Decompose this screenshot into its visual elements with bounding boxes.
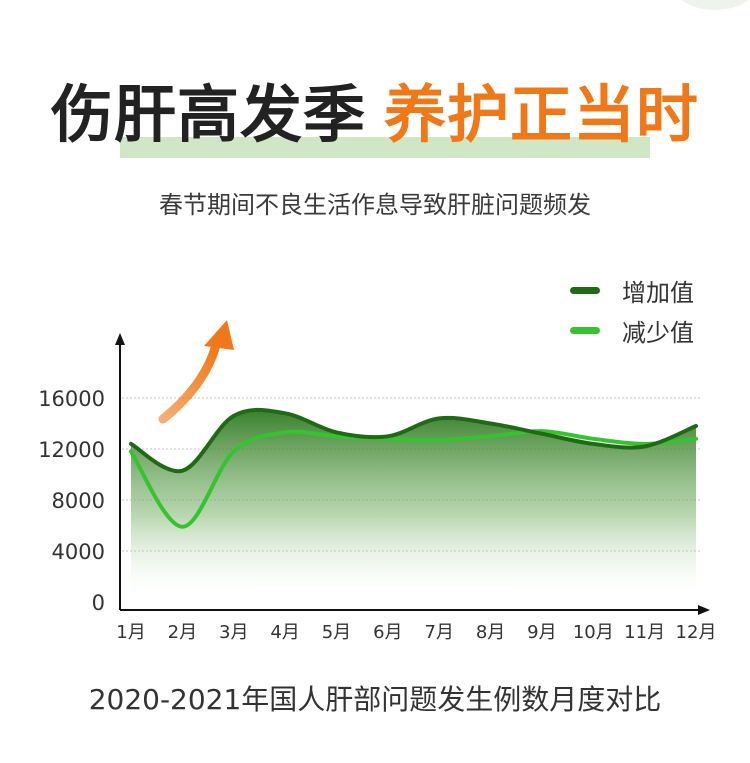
- corner-decoration: [670, 0, 750, 10]
- y-tick-label-4: 0: [92, 591, 105, 615]
- x-tick-label-1: 1月: [116, 622, 145, 643]
- y-tick-label-3: 4000: [52, 540, 105, 564]
- page-title: 伤肝高发季 养护正当时: [0, 70, 750, 160]
- chart-legend: 增加值 减少值: [570, 270, 694, 350]
- x-tick-label-2: 2月: [168, 622, 197, 643]
- legend-label-increase: 增加值: [622, 278, 694, 307]
- y-axis-arrowhead: [115, 333, 125, 345]
- x-tick-label-5: 5月: [322, 622, 351, 643]
- trend-arrow: [158, 320, 234, 424]
- x-tick-label-6: 6月: [373, 622, 402, 643]
- trend-arrow-shaft: [158, 340, 221, 424]
- legend-item-decrease: 减少值: [570, 310, 694, 350]
- axes: [115, 333, 710, 615]
- y-tick-labels: 16000 12000 8000 4000 0: [38, 387, 105, 615]
- legend-label-decrease: 减少值: [622, 318, 694, 347]
- y-tick-label-1: 12000: [38, 438, 105, 462]
- x-tick-label-11: 11月: [624, 622, 665, 643]
- legend-swatch-increase: [570, 286, 600, 294]
- title-part-accent: 养护正当时: [384, 78, 700, 151]
- series-lines-layer: [129, 407, 698, 529]
- x-tick-label-8: 8月: [476, 622, 505, 643]
- legend-item-increase: 增加值: [570, 270, 694, 310]
- chart-caption: 2020-2021年国人肝部问题发生例数月度对比: [88, 683, 662, 716]
- x-axis-arrowhead: [698, 605, 710, 615]
- x-tick-label-9: 9月: [527, 622, 556, 643]
- series-increase-area: [131, 409, 696, 602]
- series-area-layer: [131, 409, 696, 602]
- x-tick-label-4: 4月: [270, 622, 299, 643]
- y-tick-label-2: 8000: [52, 489, 105, 513]
- headline-highlight-bar: [120, 137, 650, 158]
- x-tick-label-3: 3月: [219, 622, 248, 643]
- legend-swatch-decrease: [570, 326, 600, 334]
- page-subtitle: 春节期间不良生活作息导致肝脏问题频发: [159, 191, 591, 219]
- y-tick-label-0: 16000: [38, 387, 105, 411]
- x-tick-label-12: 12月: [676, 622, 717, 643]
- trend-arrow-head: [204, 320, 234, 350]
- title-part-dark: 伤肝高发季: [50, 78, 366, 151]
- x-tick-labels: 1月 2月 3月 4月 5月 6月 7月 8月 9月 10月 11月 12月: [116, 622, 716, 643]
- x-tick-label-10: 10月: [573, 622, 614, 643]
- series-increase-line: [129, 407, 698, 474]
- x-tick-label-7: 7月: [424, 622, 453, 643]
